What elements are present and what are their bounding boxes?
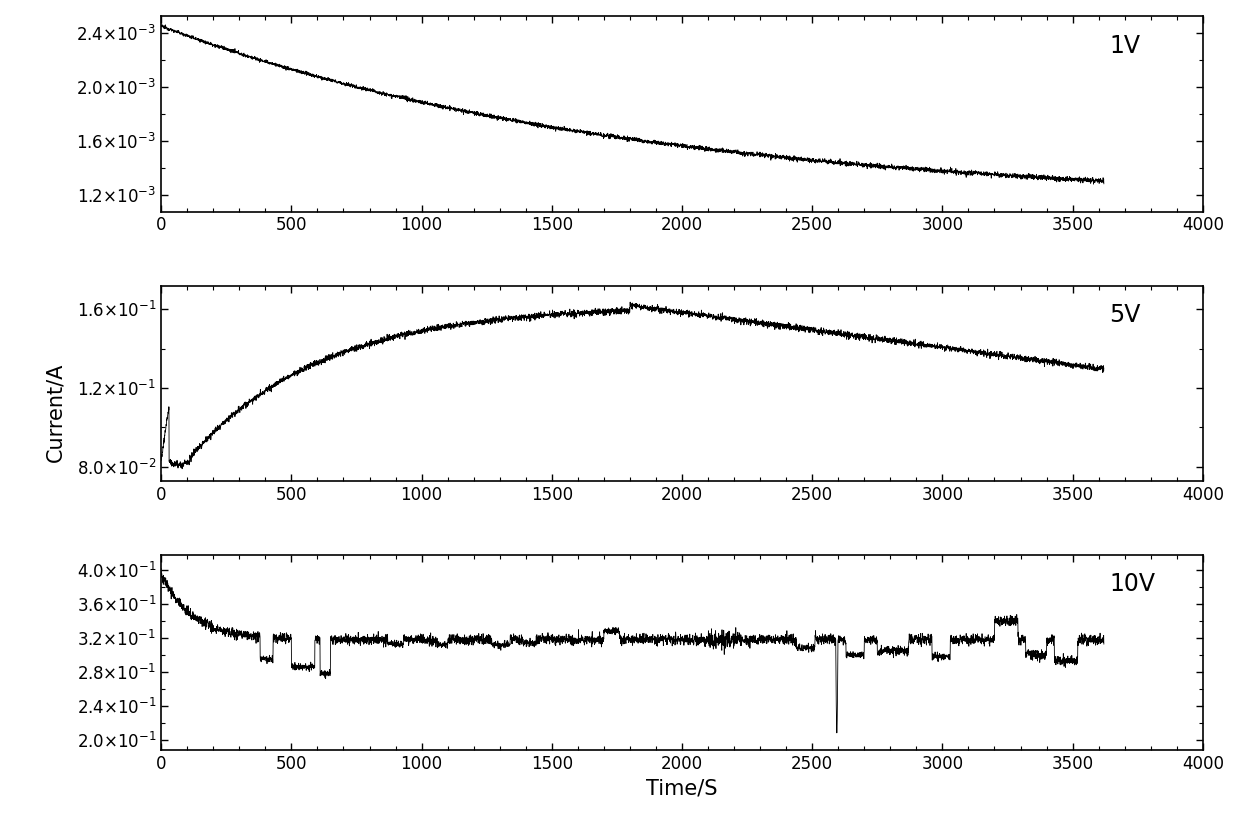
- Text: 10V: 10V: [1109, 572, 1154, 596]
- X-axis label: Time/S: Time/S: [646, 778, 718, 798]
- Text: 1V: 1V: [1109, 34, 1140, 58]
- Text: 5V: 5V: [1109, 303, 1141, 327]
- Text: Current/A: Current/A: [46, 363, 66, 461]
